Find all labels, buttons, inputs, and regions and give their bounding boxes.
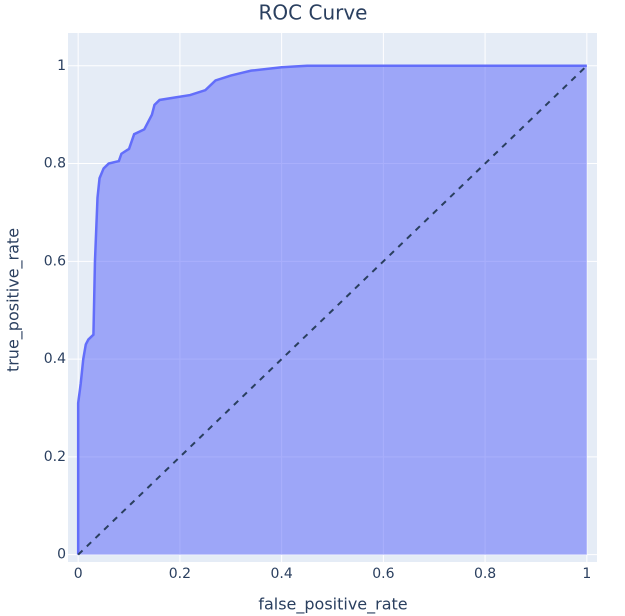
chart-title: ROC Curve — [259, 1, 368, 25]
y-tick-label: 0 — [57, 547, 66, 563]
labels: 0 0.2 0.4 0.6 0.8 1 0 0.2 0.4 0.6 0.8 1 — [44, 58, 592, 582]
y-tick-label: 0.2 — [44, 449, 66, 465]
x-tick-label: 0.8 — [474, 566, 496, 582]
marks — [76, 64, 588, 556]
y-axis-title: true_positive_rate — [4, 228, 24, 372]
x-tick-label: 0.2 — [169, 566, 191, 582]
roc-line — [76, 64, 587, 555]
y-tick-label: 0.6 — [44, 253, 66, 269]
x-tick-label: 0.6 — [372, 566, 394, 582]
diagonal-reference-line — [77, 65, 588, 556]
y-tick-label: 1 — [57, 58, 66, 74]
x-tick-label: 0.4 — [271, 566, 293, 582]
x-tick-label: 0 — [74, 566, 83, 582]
x-axis-title: false_positive_rate — [258, 595, 407, 615]
y-tick-label: 0.8 — [44, 156, 66, 172]
x-tick-label: 1 — [582, 566, 591, 582]
y-tick-label: 0.4 — [44, 351, 66, 367]
